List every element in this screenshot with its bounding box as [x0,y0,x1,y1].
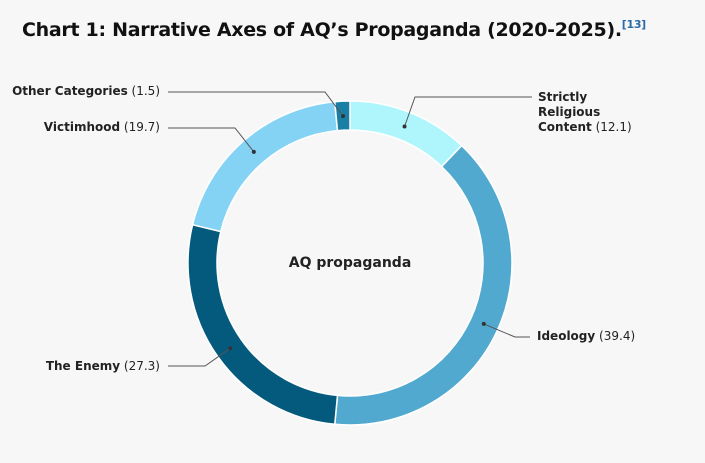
leader-dot [341,114,346,119]
slice-label: Strictly Religious Content (12.1) [538,90,648,135]
value-label: (19.7) [123,120,160,134]
donut-segment [333,144,513,426]
value-label: (12.1) [595,120,632,134]
category-label: Ideology [537,329,596,343]
leader-line [168,127,255,153]
category-label: Other Categories [12,84,128,98]
value-label: (1.5) [131,84,160,98]
category-label: Victimhood [43,120,121,134]
slice-label: Ideology (39.4) [537,329,697,344]
footnote-link[interactable]: [13] [621,18,646,31]
leader-line [483,323,530,338]
leader-dot [251,149,256,154]
slice-label: Other Categories (1.5) [0,84,160,99]
slice-label: The Enemy (27.3) [0,359,160,374]
center-label: AQ propaganda [289,255,412,271]
slice-label: Victimhood (19.7) [0,120,160,135]
leader-line [168,91,344,117]
value-label: (39.4) [599,329,636,343]
category-label: The Enemy [45,359,121,373]
category-label: Strictly Religious Content [538,90,601,134]
leader-dot [481,321,486,326]
chart-title: Chart 1: Narrative Axes of AQ’s Propagan… [22,19,622,41]
donut-segment [349,100,463,168]
value-label: (27.3) [123,359,160,373]
leader-line [404,96,532,127]
leader-dot [228,346,233,351]
leader-dot [402,124,407,129]
leader-line [168,347,231,367]
chart-title-block: Chart 1: Narrative Axes of AQ’s Propagan… [22,18,646,41]
donut-segment [191,100,339,233]
